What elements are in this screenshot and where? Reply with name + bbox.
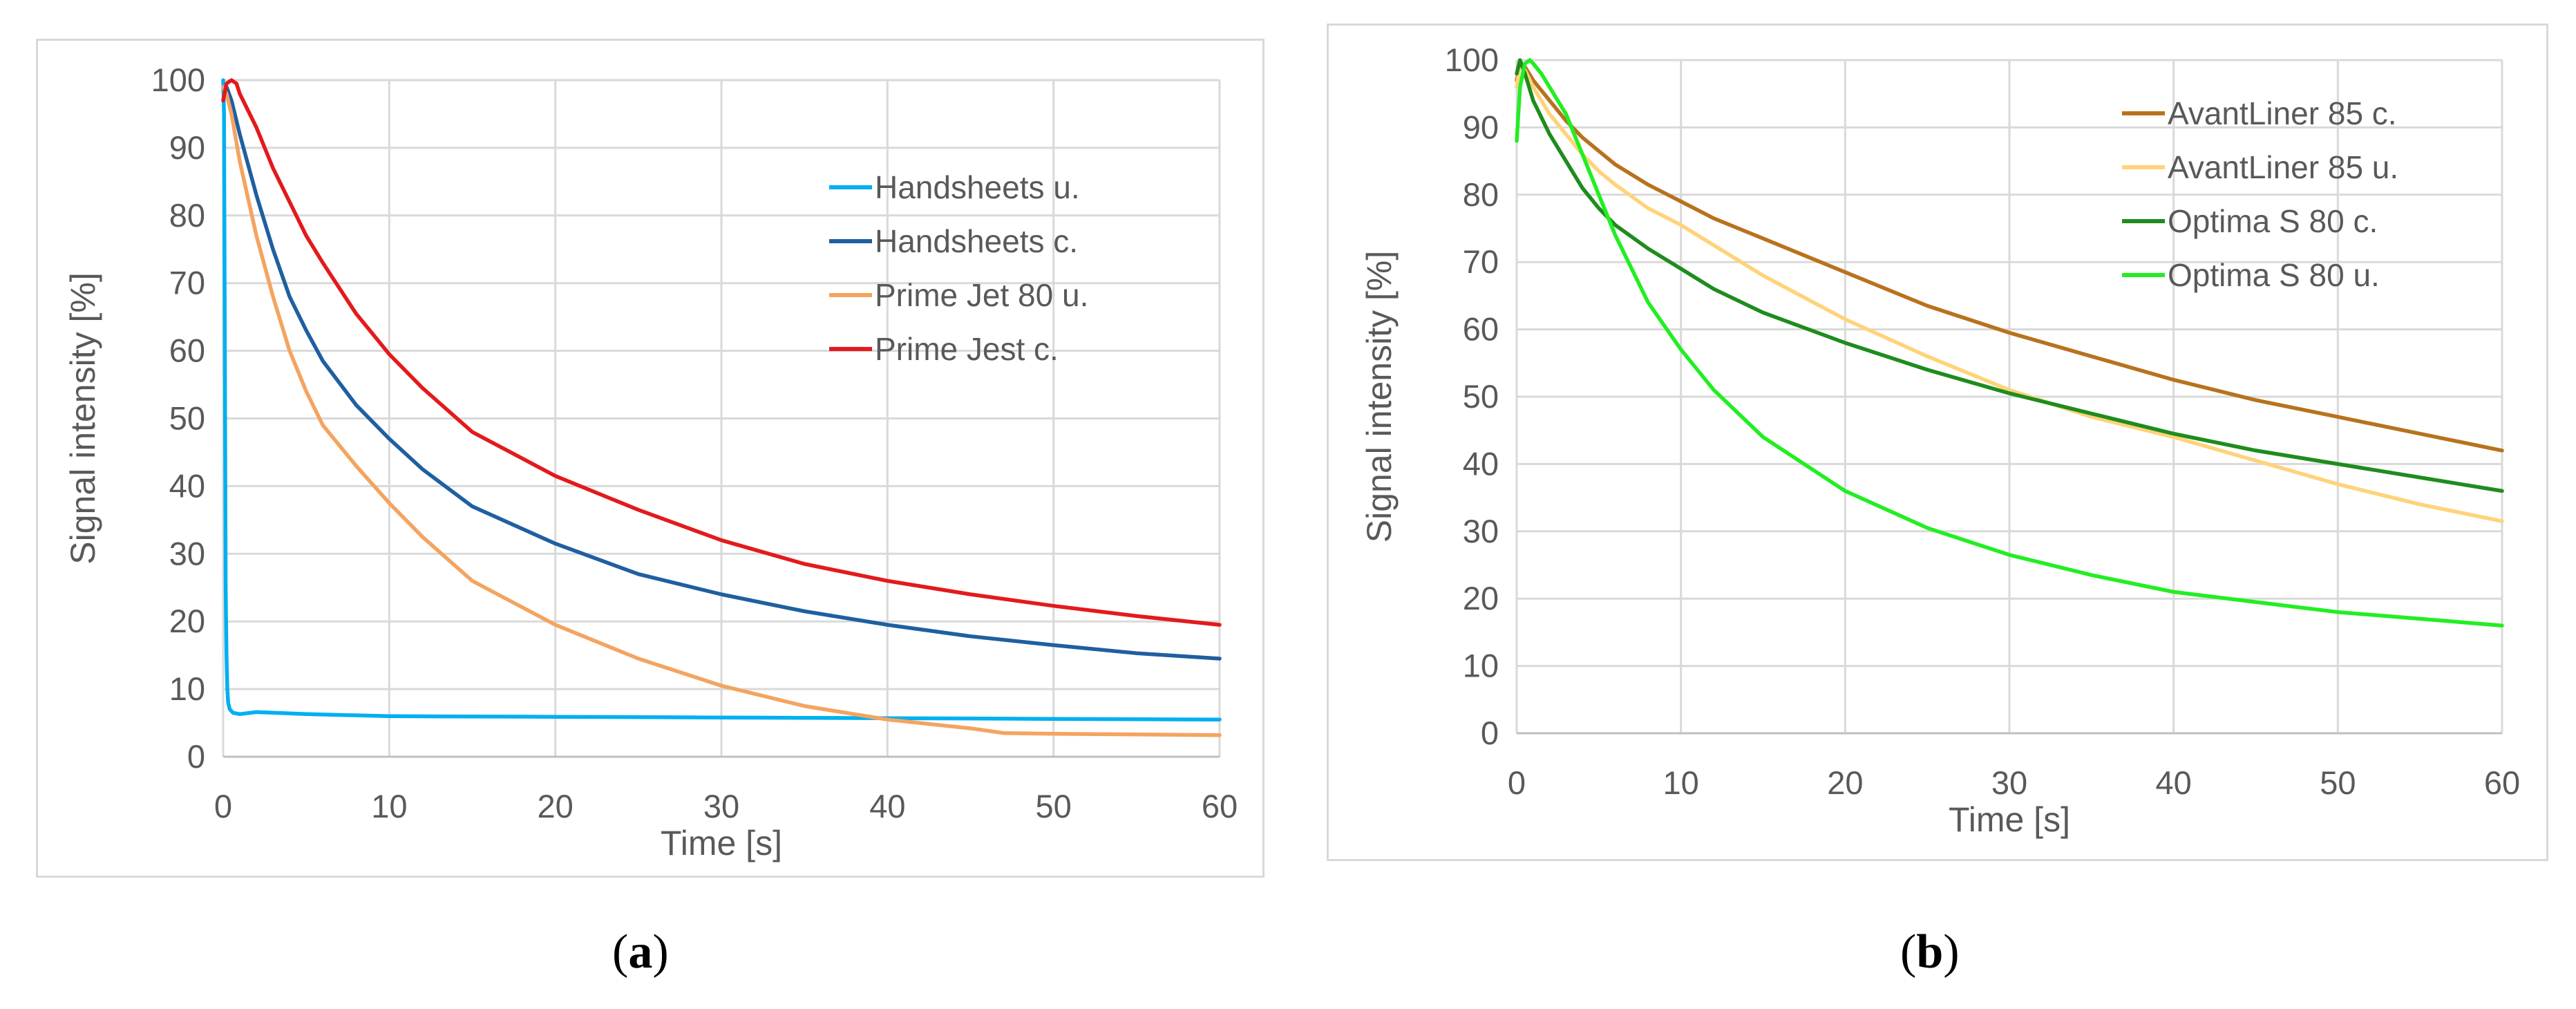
x-tick-label: 60 bbox=[1202, 788, 1238, 824]
y-tick-label: 100 bbox=[151, 62, 205, 98]
legend-label-2: AvantLiner 85 u. bbox=[2168, 149, 2398, 185]
legend-label-1: Handsheets u. bbox=[875, 169, 1080, 205]
y-axis-label: Signal intensity [%] bbox=[64, 272, 102, 564]
legend-label-3: Optima S 80 c. bbox=[2168, 203, 2378, 239]
y-tick-label: 40 bbox=[169, 467, 205, 504]
y-tick-label: 70 bbox=[1463, 243, 1499, 280]
y-tick-label: 80 bbox=[169, 197, 205, 234]
x-tick-label: 50 bbox=[1036, 788, 1072, 824]
legend-label-4: Optima S 80 u. bbox=[2168, 257, 2380, 293]
caption-b-open: ( bbox=[1900, 925, 1917, 979]
series-line-3 bbox=[1515, 58, 2504, 493]
x-tick-label: 40 bbox=[2156, 764, 2192, 801]
x-tick-label: 30 bbox=[703, 788, 739, 824]
series-line-2 bbox=[1515, 62, 2504, 523]
x-tick-label: 20 bbox=[1827, 764, 1863, 801]
x-tick-label: 60 bbox=[2484, 764, 2520, 801]
caption-a-open: ( bbox=[612, 925, 629, 979]
chart-b-svg: 0 10 20 30 40 50 60 70 80 90 100 0 10 20 30 40 50 60 Time … bbox=[1360, 41, 2520, 839]
y-tick-label: 100 bbox=[1445, 41, 1499, 78]
x-tick-label: 0 bbox=[214, 788, 232, 824]
chart-panel-b: 0 10 20 30 40 50 60 70 80 90 100 0 10 20 30 40 50 60 Time … bbox=[1327, 23, 2548, 861]
y-tick-label: 0 bbox=[187, 738, 205, 775]
y-tick-label: 90 bbox=[1463, 109, 1499, 145]
caption-a-close: ) bbox=[652, 925, 669, 979]
y-axis-label: Signal intensity [%] bbox=[1360, 251, 1399, 543]
chart-panel-a: 0 10 20 30 40 50 60 70 80 90 100 0 10 20 30 40 50 60 Time … bbox=[36, 39, 1265, 878]
x-tick-label: 10 bbox=[1663, 764, 1699, 801]
y-tick-label: 40 bbox=[1463, 445, 1499, 482]
y-tick-label: 20 bbox=[1463, 580, 1499, 616]
y-tick-label: 60 bbox=[169, 332, 205, 369]
y-tick-label: 30 bbox=[1463, 513, 1499, 549]
caption-a: (a) bbox=[612, 925, 669, 980]
chart-a-svg: 0 10 20 30 40 50 60 70 80 90 100 0 10 20 30 40 50 60 Time … bbox=[64, 62, 1238, 862]
x-tick-label: 0 bbox=[1508, 764, 1526, 801]
caption-b-letter: b bbox=[1916, 925, 1944, 979]
y-tick-label: 0 bbox=[1481, 715, 1499, 751]
series-line-2 bbox=[221, 85, 1222, 661]
x-axis-label: Time [s] bbox=[1949, 800, 2070, 839]
y-tick-label: 10 bbox=[1463, 648, 1499, 684]
x-tick-label: 20 bbox=[538, 788, 574, 824]
x-axis-label: Time [s] bbox=[661, 824, 782, 862]
x-tick-label: 40 bbox=[869, 788, 905, 824]
y-tick-label: 50 bbox=[169, 400, 205, 437]
series-line-1 bbox=[1515, 62, 2504, 453]
y-tick-label: 50 bbox=[1463, 378, 1499, 415]
x-tick-label: 30 bbox=[1991, 764, 2027, 801]
legend-label-2: Handsheets c. bbox=[875, 223, 1078, 259]
caption-a-letter: a bbox=[628, 925, 653, 979]
caption-b: (b) bbox=[1900, 925, 1960, 980]
caption-b-close: ) bbox=[1943, 925, 1960, 979]
y-tick-label: 90 bbox=[169, 129, 205, 166]
y-tick-label: 10 bbox=[169, 670, 205, 707]
y-tick-label: 70 bbox=[169, 265, 205, 301]
legend-label-3: Prime Jet 80 u. bbox=[875, 277, 1088, 313]
x-tick-label: 50 bbox=[2320, 764, 2356, 801]
series-line-4 bbox=[1515, 58, 2504, 628]
legend-label-1: AvantLiner 85 c. bbox=[2168, 95, 2397, 131]
series-line-1 bbox=[221, 78, 1222, 722]
series-line-4 bbox=[221, 78, 1222, 627]
y-tick-label: 30 bbox=[169, 535, 205, 572]
y-tick-label: 80 bbox=[1463, 176, 1499, 213]
y-tick-label: 20 bbox=[169, 603, 205, 639]
y-tick-label: 60 bbox=[1463, 311, 1499, 348]
legend-label-4: Prime Jest c. bbox=[875, 331, 1059, 367]
series-line-3 bbox=[221, 85, 1222, 737]
x-tick-label: 10 bbox=[371, 788, 407, 824]
